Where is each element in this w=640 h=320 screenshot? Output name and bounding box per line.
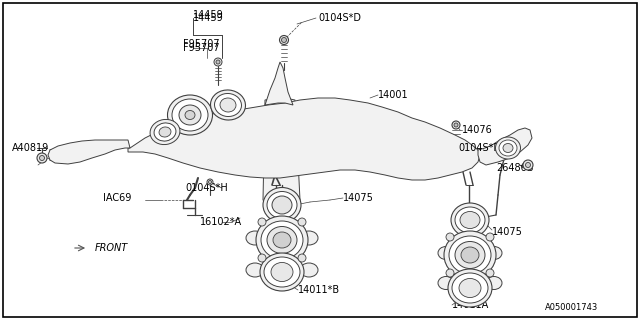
Ellipse shape: [273, 232, 291, 248]
Circle shape: [525, 163, 531, 167]
Text: A40819: A40819: [12, 143, 49, 153]
Ellipse shape: [271, 262, 293, 282]
Ellipse shape: [260, 253, 304, 291]
Ellipse shape: [452, 273, 488, 303]
Ellipse shape: [172, 99, 208, 131]
Ellipse shape: [179, 105, 201, 125]
Ellipse shape: [261, 221, 303, 259]
Circle shape: [486, 269, 494, 277]
Circle shape: [216, 60, 220, 64]
Ellipse shape: [246, 231, 264, 245]
Circle shape: [446, 233, 454, 241]
Ellipse shape: [486, 276, 502, 290]
Ellipse shape: [448, 269, 492, 307]
Circle shape: [298, 254, 306, 262]
Text: 14075: 14075: [343, 193, 374, 203]
Text: 0104S*D: 0104S*D: [458, 143, 501, 153]
Circle shape: [298, 218, 306, 226]
Ellipse shape: [499, 140, 517, 156]
Ellipse shape: [159, 127, 171, 137]
Text: IAC69: IAC69: [103, 193, 131, 203]
Text: 14459: 14459: [193, 13, 224, 23]
Polygon shape: [263, 98, 300, 207]
Ellipse shape: [264, 257, 300, 287]
Ellipse shape: [495, 137, 520, 159]
Ellipse shape: [185, 110, 195, 119]
Ellipse shape: [300, 231, 318, 245]
Ellipse shape: [246, 263, 264, 277]
Ellipse shape: [168, 95, 212, 135]
Ellipse shape: [455, 242, 485, 268]
Ellipse shape: [214, 93, 241, 116]
Circle shape: [282, 37, 287, 43]
Ellipse shape: [438, 246, 454, 260]
Ellipse shape: [256, 216, 308, 264]
Text: 0104S*D: 0104S*D: [318, 13, 361, 23]
Circle shape: [37, 153, 47, 163]
Text: F95707: F95707: [183, 43, 220, 53]
Circle shape: [209, 180, 211, 183]
Ellipse shape: [263, 188, 301, 222]
Text: 14011A: 14011A: [452, 300, 489, 310]
Ellipse shape: [459, 278, 481, 298]
Ellipse shape: [460, 212, 480, 228]
Circle shape: [214, 58, 222, 66]
Circle shape: [258, 218, 266, 226]
Circle shape: [486, 233, 494, 241]
Ellipse shape: [438, 276, 454, 290]
Polygon shape: [265, 62, 293, 105]
Circle shape: [280, 36, 289, 44]
Text: 14001: 14001: [378, 90, 408, 100]
Text: 0104S*H: 0104S*H: [185, 183, 228, 193]
Ellipse shape: [461, 247, 479, 263]
Text: FRONT: FRONT: [95, 243, 128, 253]
Text: 14076: 14076: [462, 125, 493, 135]
Ellipse shape: [154, 123, 176, 141]
Circle shape: [446, 269, 454, 277]
Text: 16102*A: 16102*A: [200, 217, 242, 227]
Ellipse shape: [444, 231, 496, 279]
Text: A050001743: A050001743: [545, 303, 598, 313]
Circle shape: [258, 254, 266, 262]
Polygon shape: [128, 98, 480, 180]
Ellipse shape: [486, 246, 502, 260]
Circle shape: [40, 156, 45, 161]
Ellipse shape: [503, 143, 513, 153]
Text: 26486B: 26486B: [496, 163, 534, 173]
Ellipse shape: [455, 207, 485, 233]
Circle shape: [523, 160, 533, 170]
Polygon shape: [478, 128, 532, 165]
Text: 14011*B: 14011*B: [298, 285, 340, 295]
Ellipse shape: [220, 98, 236, 112]
Circle shape: [454, 123, 458, 127]
Text: 14459: 14459: [193, 10, 224, 20]
Text: 14075: 14075: [492, 227, 523, 237]
Ellipse shape: [211, 90, 246, 120]
Ellipse shape: [451, 203, 489, 237]
Ellipse shape: [150, 119, 180, 145]
Ellipse shape: [272, 196, 292, 214]
Ellipse shape: [449, 236, 491, 274]
Ellipse shape: [300, 263, 318, 277]
Ellipse shape: [267, 191, 297, 219]
Polygon shape: [48, 140, 130, 164]
Circle shape: [207, 179, 213, 185]
Text: F95707: F95707: [183, 39, 220, 49]
Ellipse shape: [267, 227, 297, 253]
Circle shape: [452, 121, 460, 129]
